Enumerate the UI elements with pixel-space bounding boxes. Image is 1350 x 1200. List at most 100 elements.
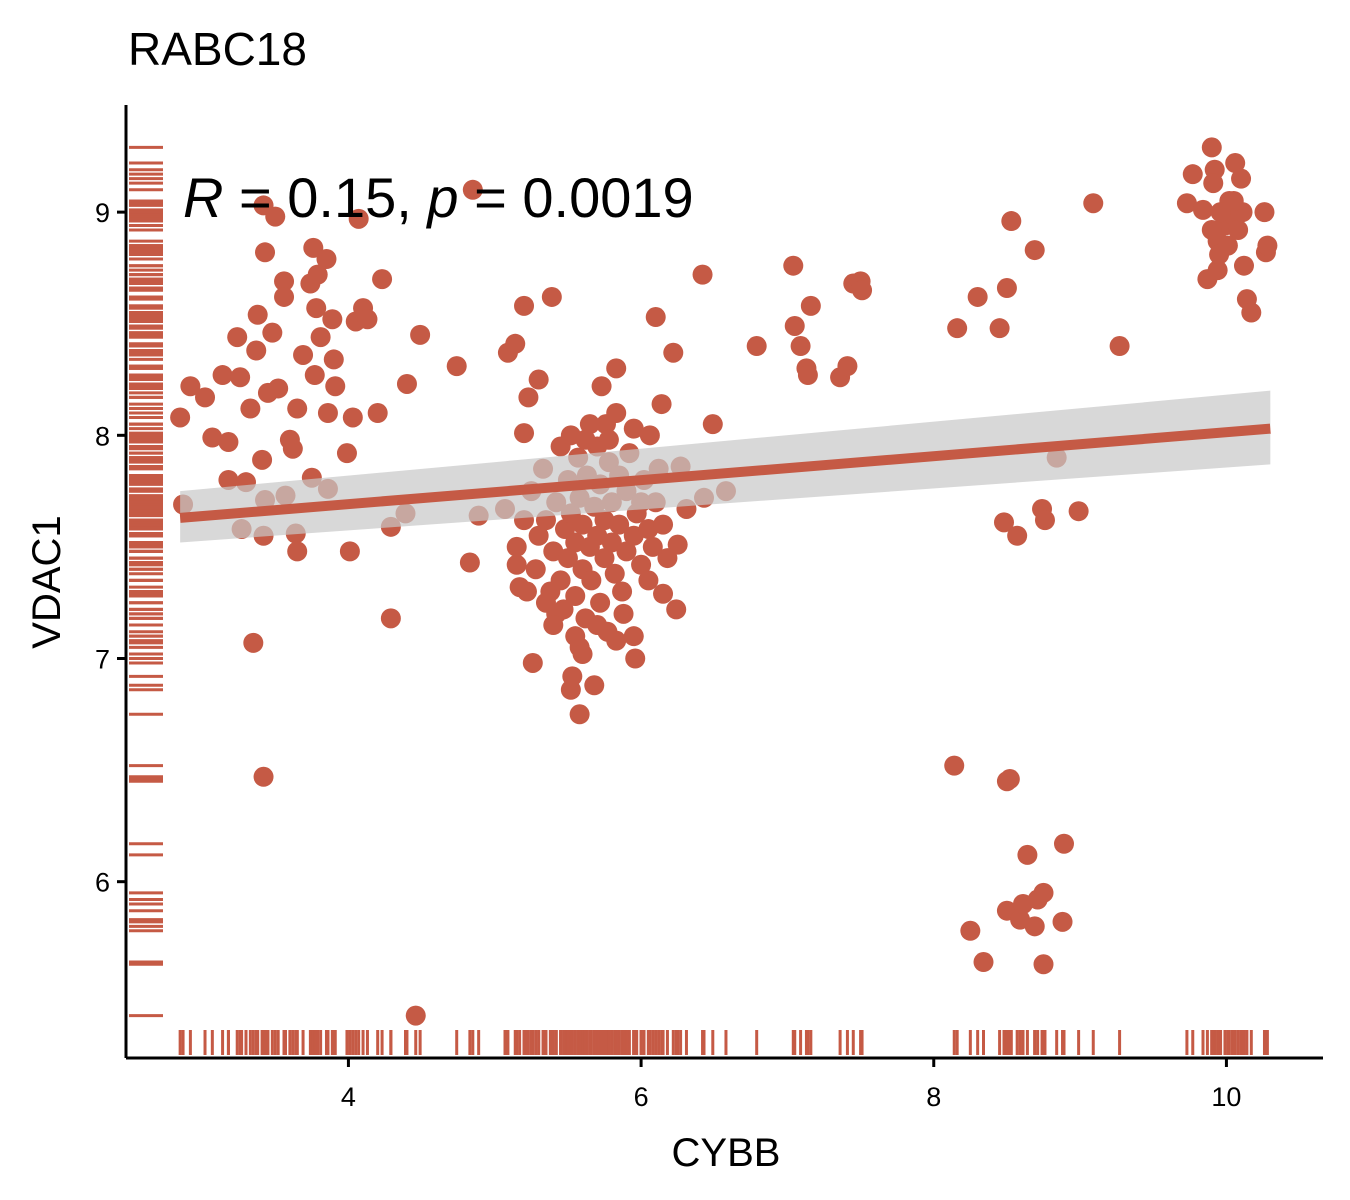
point [797,365,818,386]
point [557,548,578,569]
point [623,418,644,439]
point [598,429,619,450]
fit-layer [179,390,1271,543]
annotation-part: R [183,166,223,229]
point [255,242,276,263]
point [653,514,674,535]
y-tick-label: 9 [95,198,110,228]
point [1203,173,1224,194]
point [218,469,239,490]
confidence-band [180,390,1271,543]
point [1024,916,1045,937]
point [1053,833,1074,854]
point [579,414,600,435]
point [973,952,994,973]
x-tick-label: 8 [926,1082,941,1112]
point [702,414,723,435]
point [262,322,283,343]
point [1193,199,1214,220]
point [342,407,363,428]
point [514,423,535,444]
point [195,387,216,408]
point [1201,137,1222,158]
point [339,541,360,562]
x-tick-label: 6 [634,1082,649,1112]
point [1007,525,1028,546]
point [996,278,1017,299]
point [506,554,527,575]
point [581,570,602,591]
point [459,552,480,573]
point [506,536,527,557]
point [1024,240,1045,261]
annotation-part: p [425,166,458,229]
point [357,309,378,330]
point [1033,954,1054,975]
annotation: R = 0.15, p = 0.0019 [183,166,694,229]
point [522,652,543,673]
point [638,570,659,591]
point [1228,219,1249,240]
point [1033,882,1054,903]
y-axis-title: VDAC1 [25,515,69,648]
point [575,429,596,450]
point [572,514,593,535]
point [303,237,324,258]
point [837,356,858,377]
point [1210,202,1231,223]
point [604,563,625,584]
point [396,373,417,394]
point [569,704,590,725]
point [1231,168,1252,189]
point [1233,255,1254,276]
annotation-part: = 0.0019 [459,166,694,229]
point [336,443,357,464]
y-tick-label: 8 [95,421,110,451]
point [631,554,652,575]
point [967,286,988,307]
point [651,394,672,415]
point [1225,153,1246,174]
point [553,599,574,620]
y-tick-label: 7 [95,644,110,674]
point [800,295,821,316]
point [612,581,633,602]
x-axis-title: CYBB [672,1131,781,1175]
point [367,402,388,423]
point [852,280,873,301]
point [692,264,713,285]
point [505,333,526,354]
point [514,295,535,316]
point [240,398,261,419]
point [265,206,286,227]
point [565,586,586,607]
point [274,271,295,292]
point [528,525,549,546]
point [446,356,467,377]
point [372,269,393,290]
point [252,449,273,470]
point [746,336,767,357]
point [616,541,637,562]
point [348,208,369,229]
point [606,402,627,423]
point [170,407,191,428]
point [516,581,537,602]
point [645,307,666,328]
point [590,592,611,613]
point [541,286,562,307]
rug-layer [129,145,1269,1055]
point [606,358,627,379]
point [565,626,586,647]
point [307,264,328,285]
point [1176,193,1197,214]
point [1001,211,1022,232]
point [790,336,811,357]
point [1257,235,1278,256]
point [601,532,622,553]
point [657,548,678,569]
point [227,327,248,348]
point [613,603,634,624]
point [783,255,804,276]
